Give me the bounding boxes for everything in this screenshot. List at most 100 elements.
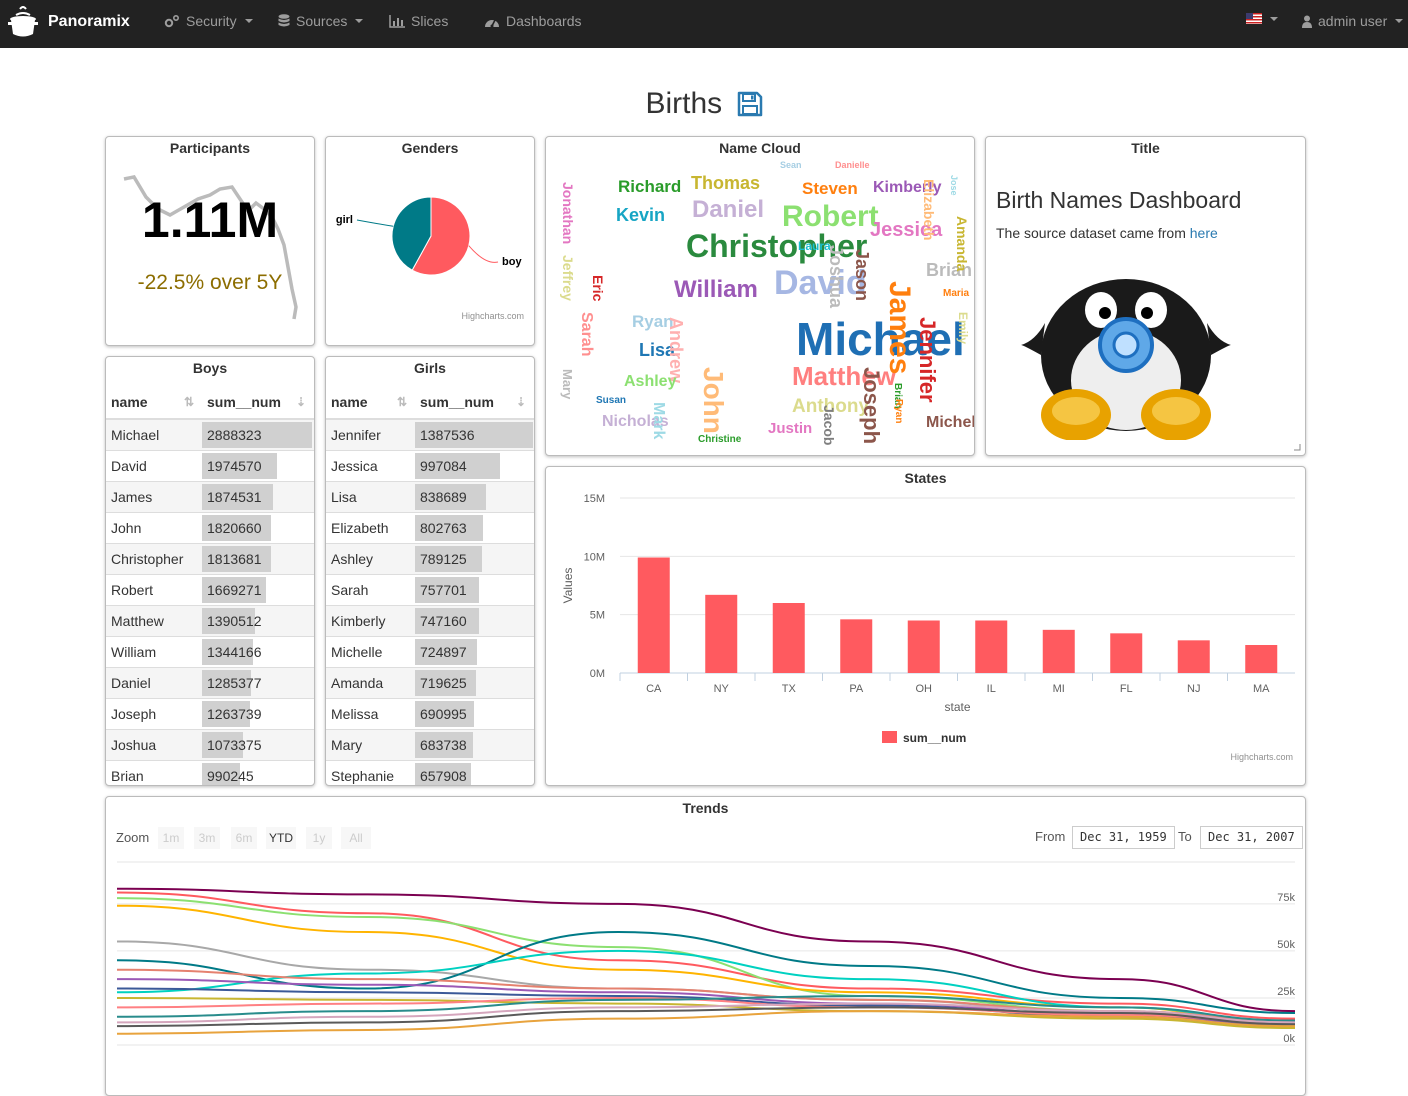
table-row[interactable]: Daniel 1285377: [106, 666, 314, 698]
to-date-input[interactable]: Dec 31, 2007: [1200, 826, 1303, 849]
bar-MI[interactable]: [1042, 629, 1075, 673]
cloud-word[interactable]: Amanda: [954, 216, 970, 271]
nav-sources[interactable]: Sources: [278, 13, 364, 29]
cloud-word[interactable]: Andrew: [666, 317, 686, 384]
cloud-word[interactable]: Maria: [943, 288, 970, 299]
table-row[interactable]: Robert 1669271: [106, 573, 314, 605]
table-row[interactable]: Kimberly 747160: [326, 604, 534, 636]
table-row[interactable]: Sarah 757701: [326, 573, 534, 605]
nav-security[interactable]: Security: [164, 13, 253, 29]
cloud-word[interactable]: Jeffrey: [560, 255, 576, 301]
bar-OH[interactable]: [907, 620, 940, 674]
trend-line[interactable]: [116, 1010, 1296, 1035]
cloud-word[interactable]: Eric: [590, 275, 606, 302]
zoom-button-6m[interactable]: 6m: [231, 827, 257, 849]
nav-dashboards[interactable]: Dashboards: [484, 13, 582, 29]
source-link[interactable]: here: [1189, 225, 1218, 241]
cloud-word[interactable]: Joshua: [826, 245, 846, 309]
trend-line[interactable]: [116, 996, 1296, 1024]
trend-line[interactable]: [116, 887, 1296, 1013]
table-row[interactable]: David 1974570: [106, 449, 314, 481]
from-date-input[interactable]: Dec 31, 1959: [1072, 826, 1175, 849]
nav-slices[interactable]: Slices: [389, 13, 448, 29]
zoom-button-ytd[interactable]: YTD: [266, 827, 296, 849]
table-row[interactable]: Matthew 1390512: [106, 604, 314, 636]
zoom-button-1m[interactable]: 1m: [158, 827, 184, 849]
table-row[interactable]: Brian 990245: [106, 759, 314, 785]
cloud-word[interactable]: Emily: [956, 312, 970, 344]
zoom-button-all[interactable]: All: [341, 827, 371, 849]
column-header-sum-num[interactable]: sum__num ⇣: [202, 385, 314, 420]
bar-FL[interactable]: [1110, 633, 1143, 673]
bar-IL[interactable]: [975, 620, 1008, 674]
cloud-word[interactable]: Mary: [560, 369, 575, 400]
trend-line[interactable]: [116, 995, 1296, 1022]
cloud-word[interactable]: David: [774, 264, 867, 302]
table-row[interactable]: Amanda 719625: [326, 666, 534, 698]
table-row[interactable]: Elizabeth 802763: [326, 511, 534, 543]
brand-name[interactable]: Panoramix: [48, 13, 130, 30]
pie-slice-boy[interactable]: [411, 196, 471, 276]
bar-CA[interactable]: [637, 557, 670, 674]
cloud-word[interactable]: James: [883, 281, 916, 374]
table-row[interactable]: Jessica 997084: [326, 449, 534, 481]
column-header-sum-num[interactable]: sum__num ⇣: [415, 385, 534, 420]
cloud-word[interactable]: Jason: [852, 249, 872, 301]
cloud-word[interactable]: Christopher: [686, 228, 867, 264]
cloud-word[interactable]: Jonathan: [560, 182, 576, 244]
trend-line[interactable]: [116, 1002, 1296, 1024]
column-header-name[interactable]: name ⇅: [106, 385, 202, 420]
cloud-word[interactable]: Justin: [768, 420, 812, 437]
cloud-word[interactable]: Robert: [782, 200, 879, 233]
table-row[interactable]: Ashley 789125: [326, 542, 534, 574]
cloud-word[interactable]: Ryan: [632, 312, 674, 331]
cloud-word[interactable]: Ryan: [893, 399, 904, 423]
legend-label[interactable]: sum__num: [903, 731, 966, 745]
cooking-pot-logo-icon[interactable]: [8, 5, 38, 41]
cloud-word[interactable]: Steven: [802, 179, 858, 198]
cloud-word[interactable]: Jacob: [821, 405, 837, 445]
cloud-word[interactable]: Jose: [949, 175, 959, 196]
zoom-button-3m[interactable]: 3m: [194, 827, 220, 849]
locale-dropdown[interactable]: [1246, 13, 1278, 24]
bar-NJ[interactable]: [1177, 640, 1210, 673]
table-row[interactable]: James 1874531: [106, 480, 314, 512]
cloud-word[interactable]: Susan: [596, 395, 626, 406]
table-row[interactable]: Christopher 1813681: [106, 542, 314, 574]
resize-handle-icon[interactable]: [1293, 443, 1301, 451]
cloud-word[interactable]: Laura: [798, 239, 831, 253]
bar-MA[interactable]: [1245, 645, 1278, 673]
table-row[interactable]: Lisa 838689: [326, 480, 534, 512]
cloud-word[interactable]: Lisa: [639, 340, 676, 360]
trend-line[interactable]: [116, 1006, 1296, 1028]
table-row[interactable]: Michael 2888323: [106, 418, 314, 450]
trend-line[interactable]: [116, 996, 1296, 1030]
user-menu[interactable]: admin user: [1302, 13, 1404, 29]
cloud-word[interactable]: John: [698, 367, 729, 434]
cloud-word[interactable]: Sarah: [578, 312, 595, 356]
bar-TX[interactable]: [772, 603, 805, 673]
table-row[interactable]: Joseph 1263739: [106, 697, 314, 729]
cloud-word[interactable]: Kimberly: [873, 179, 942, 196]
bar-PA[interactable]: [840, 619, 873, 673]
cloud-word[interactable]: Richard: [618, 177, 681, 196]
trend-line[interactable]: [116, 891, 1296, 1020]
cloud-word[interactable]: Nicholas: [602, 413, 669, 430]
cloud-word[interactable]: Brian: [926, 260, 972, 280]
cloud-word[interactable]: Elizabeth: [921, 179, 937, 240]
cloud-word[interactable]: Daniel: [692, 196, 764, 223]
cloud-word[interactable]: Brian: [892, 383, 903, 409]
cloud-word[interactable]: Kevin: [616, 205, 665, 225]
table-row[interactable]: Mary 683738: [326, 728, 534, 760]
cloud-word[interactable]: Jennifer: [915, 317, 940, 403]
cloud-word[interactable]: Michael: [796, 313, 965, 365]
cloud-word[interactable]: Anthony: [792, 396, 869, 417]
cloud-word[interactable]: Sean: [780, 160, 802, 170]
column-header-name[interactable]: name ⇅: [326, 385, 415, 420]
cloud-word[interactable]: Jessica: [870, 219, 943, 241]
zoom-button-1y[interactable]: 1y: [306, 827, 332, 849]
cloud-word[interactable]: Matthew: [792, 361, 897, 391]
cloud-word[interactable]: Christine: [698, 434, 742, 445]
cloud-word[interactable]: Joseph: [859, 367, 884, 444]
trend-line[interactable]: [116, 931, 1296, 1014]
